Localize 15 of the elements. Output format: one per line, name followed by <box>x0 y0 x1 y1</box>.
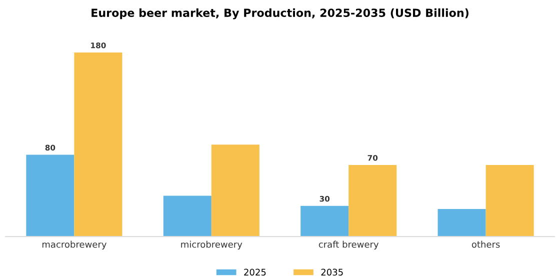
chart-title: Europe beer market, By Production, 2025-2035 (USD Billion) <box>92 8 468 20</box>
bar <box>300 206 349 237</box>
legend-label: 2025 <box>244 268 266 276</box>
bar <box>26 154 74 237</box>
bar <box>438 208 486 237</box>
bar <box>74 52 122 237</box>
bar <box>211 144 260 237</box>
x-tick-label: others <box>472 240 500 248</box>
x-tick-label: craft brewery <box>318 240 379 250</box>
bar <box>486 165 534 237</box>
x-tick-label: microbrewery <box>181 240 242 250</box>
bar <box>163 196 212 237</box>
legend-label: 2035 <box>321 268 343 276</box>
bar <box>348 165 397 237</box>
x-tick-label: macrobrewery <box>42 240 106 250</box>
